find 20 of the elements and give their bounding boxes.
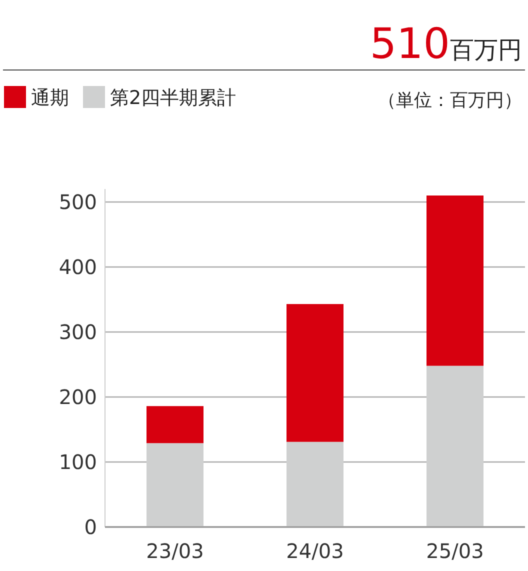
- chart-subtitle: 百万円: [450, 36, 522, 64]
- y-tick-label: 400: [58, 255, 97, 279]
- chart-title: 510: [370, 19, 450, 68]
- x-tick-label: 24/03: [286, 539, 344, 563]
- bar: [426, 366, 484, 527]
- bar: [426, 196, 484, 366]
- y-tick-label: 100: [58, 450, 97, 474]
- bar: [286, 304, 344, 442]
- y-tick-label: 300: [58, 320, 97, 344]
- legend-label: 第2四半期累計: [110, 87, 236, 109]
- legend-label: 通期: [31, 87, 69, 109]
- y-tick-label: 200: [58, 385, 97, 409]
- bar: [146, 443, 204, 527]
- bar: [286, 442, 344, 527]
- x-tick-label: 25/03: [426, 539, 484, 563]
- text: （単位：百万円）: [378, 90, 522, 111]
- bar: [146, 406, 204, 444]
- y-tick-label: 500: [58, 190, 97, 214]
- x-tick-label: 23/03: [146, 539, 204, 563]
- y-tick-label: 0: [84, 515, 97, 539]
